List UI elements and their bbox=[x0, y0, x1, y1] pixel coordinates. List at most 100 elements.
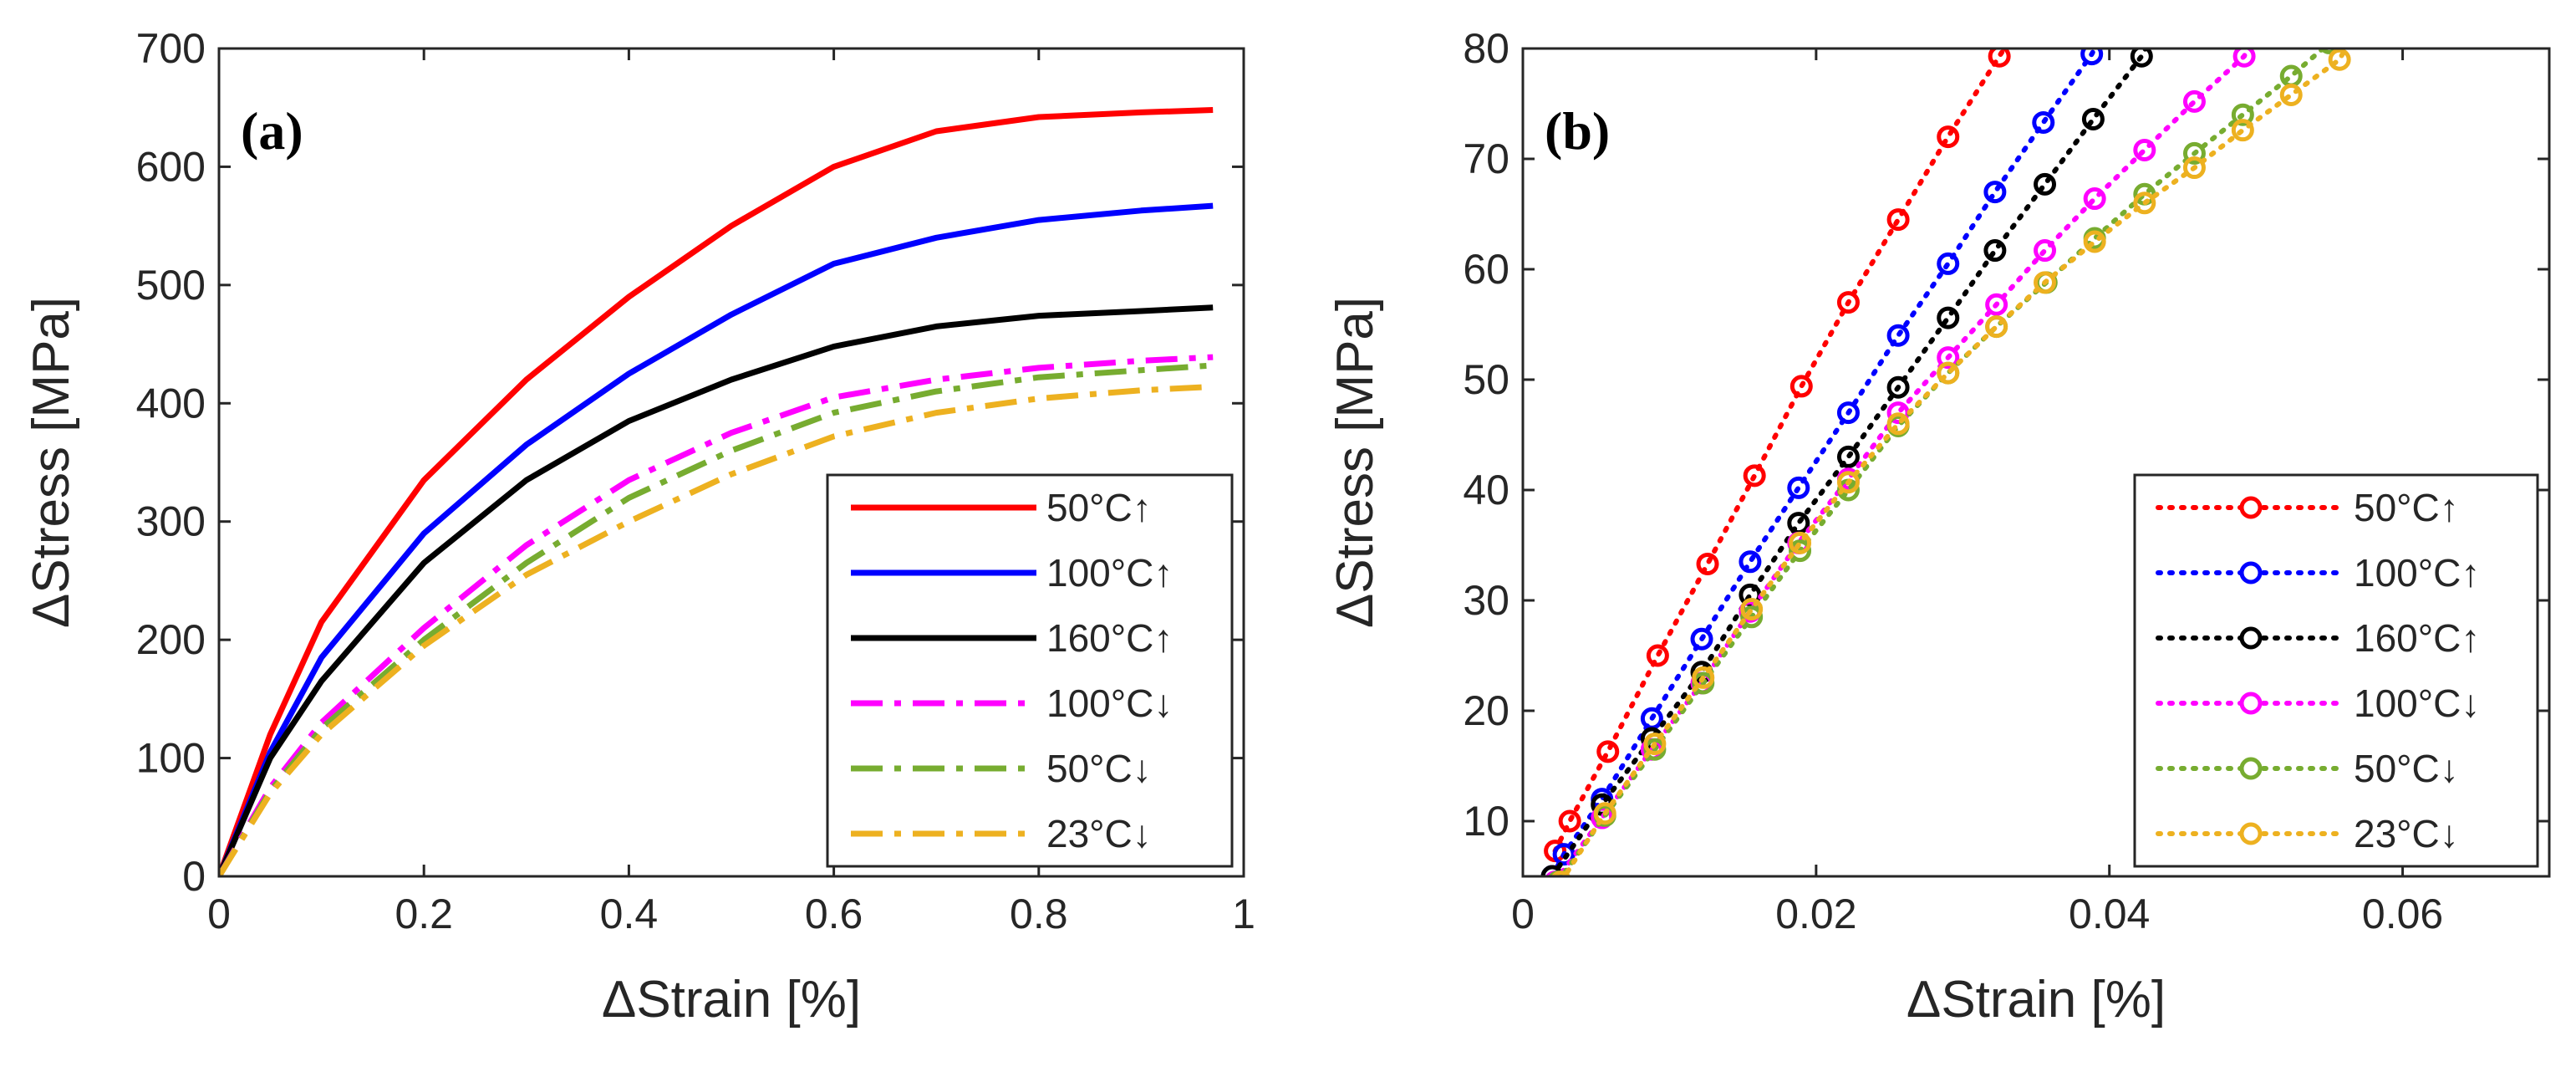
panel-b-y-axis-label: ΔStress [MPa] bbox=[1326, 297, 1384, 628]
panel-b-series-line-100c-up bbox=[1550, 48, 2098, 876]
panel-b-data-point-100c-down bbox=[2247, 18, 2265, 36]
panel-b-data-point-50c-up bbox=[2009, 18, 2028, 36]
panel-b-data-point-50c-up bbox=[1596, 740, 1620, 763]
panel-a-series-line-23c-down bbox=[219, 384, 1214, 876]
panel-b-legend-label-160c-up: 160°C↑ bbox=[2354, 616, 2480, 660]
panel-a-legend-label-160c-up: 160°C↑ bbox=[1046, 616, 1173, 660]
panel-b-data-point-100c-up bbox=[1836, 401, 1860, 425]
panel-b-data-point-23c-down bbox=[1550, 870, 1571, 876]
panel-a-y-tick-label: 600 bbox=[136, 143, 206, 190]
panel-b-data-point-100c-up bbox=[1983, 181, 2007, 204]
panel-b-data-point-160c-up bbox=[1540, 865, 1564, 876]
panel-b-y-tick-label: 60 bbox=[1463, 246, 1509, 293]
panel-b-x-tick-label: 0 bbox=[1511, 891, 1535, 937]
panel-a-series-line-100c-up bbox=[219, 202, 1214, 876]
panel-b-data-point-50c-down bbox=[2182, 141, 2206, 165]
panel-b-y-tick-label: 10 bbox=[1463, 798, 1509, 845]
panel-a-x-tick-label: 0.6 bbox=[805, 891, 863, 937]
panel-a-y-tick-label: 200 bbox=[136, 616, 206, 663]
panel-b-data-point-23c-down bbox=[2279, 83, 2303, 106]
panel-b-data-point-23c-down bbox=[1593, 802, 1616, 825]
panel-b-x-tick-label: 0.02 bbox=[1775, 891, 1856, 937]
panel-b-data-point-100c-up bbox=[1552, 843, 1576, 866]
panel-b-legend-marker-50c-up bbox=[2239, 496, 2263, 519]
panel-a-series-line-50c-down bbox=[219, 362, 1214, 876]
panel-b-data-point-100c-up bbox=[1690, 627, 1713, 651]
panel-b-ticks: 0 0.02 0.04 0.06 10 20 30 40 50 60 70 80 bbox=[1463, 25, 2549, 937]
panel-b-legend-label-23c-down: 23°C↓ bbox=[2354, 812, 2459, 855]
panel-a-axes-frame bbox=[217, 47, 1245, 878]
panel-b-data-point-23c-down bbox=[1937, 361, 1960, 385]
panel-b-data-point-100c-up bbox=[1739, 550, 1762, 574]
panel-b-legend-label-100c-down: 100°C↓ bbox=[2354, 681, 2480, 725]
panel-b-data-point-23c-down bbox=[1643, 733, 1667, 756]
panel-b-data-point-100c-up bbox=[1937, 252, 1960, 275]
panel-b-data-point-100c-up bbox=[2032, 110, 2055, 134]
panel-b-data-point-50c-up bbox=[1696, 552, 1719, 575]
panel-b-data-point-50c-down bbox=[2231, 103, 2254, 126]
panel-b-data-point-160c-up bbox=[2081, 107, 2105, 130]
panel-b-legend-label-50c-down: 50°C↓ bbox=[2354, 747, 2459, 790]
panel-b-legend-marker-50c-down bbox=[2239, 757, 2263, 780]
panel-a-y-axis-label: ΔStress [MPa] bbox=[23, 297, 80, 628]
panel-a-series-line-160c-up bbox=[219, 304, 1214, 876]
panel-b-data-point-50c-down bbox=[1789, 539, 1812, 563]
panel-a-y-tick-label: 300 bbox=[136, 498, 206, 545]
panel-a-legend: 50°C↑ 100°C↑ 160°C↑ 100°C↓ 50°C↓ 23°C↓ bbox=[826, 473, 1234, 868]
panel-b-data-point-23c-down bbox=[2083, 230, 2106, 253]
panel-b-y-tick-label: 20 bbox=[1463, 687, 1509, 734]
panel-b-legend-box bbox=[2133, 473, 2539, 868]
panel-b-y-tick-label: 40 bbox=[1463, 467, 1509, 513]
panel-b-series-line-50c-down bbox=[1559, 48, 2327, 876]
panel-b-legend-label-50c-up: 50°C↑ bbox=[2354, 486, 2459, 529]
panel-a-legend-label-23c-down: 23°C↓ bbox=[1046, 812, 1152, 855]
panel-a-series-line-100c-down bbox=[219, 354, 1214, 876]
panel-a-series bbox=[219, 107, 1214, 876]
panel-b: 0 0.02 0.04 0.06 10 20 30 40 50 60 70 80 (b) ΔStrai… bbox=[1326, 18, 2551, 1029]
panel-b-legend-marker-100c-down bbox=[2239, 692, 2263, 715]
panel-b-data-point-50c-up bbox=[1646, 644, 1669, 667]
panel-a-legend-label-100c-up: 100°C↑ bbox=[1046, 551, 1173, 595]
panel-a-y-tick-label: 100 bbox=[136, 735, 206, 782]
panel-b-data-point-100c-down bbox=[2182, 89, 2206, 113]
panel-b-data-point-23c-down bbox=[2034, 271, 2057, 294]
panel-b-data-point-23c-down bbox=[1740, 598, 1764, 621]
panel-b-data-point-160c-up bbox=[1836, 445, 1860, 468]
panel-b-data-point-50c-up bbox=[1743, 464, 1766, 488]
panel-b-data-point-50c-down bbox=[2319, 48, 2339, 54]
panel-b-data-point-100c-up bbox=[1787, 476, 1810, 499]
panel-b-data-point-50c-up bbox=[1789, 375, 1813, 398]
panel-b-data-point-23c-down bbox=[2133, 191, 2156, 215]
panel-b-series-line-100c-down bbox=[1555, 48, 2250, 876]
panel-a-legend-box bbox=[826, 473, 1234, 868]
panel-b-legend-marker-160c-up bbox=[2239, 626, 2263, 650]
panel-a-ticks: 0 0.2 0.4 0.6 0.8 1 0 100 200 300 400 500 600 700 bbox=[136, 25, 1255, 937]
panel-a-x-axis-label: ΔStrain [%] bbox=[602, 971, 861, 1029]
panel-a-legend-label-100c-down: 100°C↓ bbox=[1046, 681, 1173, 725]
panel-b-data-point-160c-up bbox=[2130, 48, 2153, 68]
panel-b-series-line-50c-up bbox=[1552, 48, 2008, 854]
panel-b-x-tick-label: 0.06 bbox=[2362, 891, 2443, 937]
panel-b-data-point-100c-up bbox=[2080, 48, 2104, 66]
panel-b-data-point-100c-down bbox=[2133, 138, 2156, 161]
panel-b-data-point-160c-up bbox=[1983, 239, 2007, 263]
panel-b-data-point-100c-down bbox=[1985, 293, 2008, 316]
panel-b-data-point-23c-down bbox=[1886, 412, 1910, 436]
panel-b-data-point-100c-up bbox=[1886, 324, 1910, 347]
panel-b-legend: 50°C↑ 100°C↑ 160°C↑ 100°C↓ 50°C↓ 23°C↓ bbox=[2133, 473, 2539, 868]
panel-b-data-point-50c-up bbox=[1988, 48, 2011, 68]
panel-b-data-point-50c-down bbox=[1740, 605, 1764, 629]
panel-a-y-tick-label: 400 bbox=[136, 380, 206, 426]
panel-b-data-point-50c-up bbox=[1886, 208, 1910, 232]
panel-b-data-point-50c-up bbox=[1937, 125, 1960, 149]
panel-b-x-tick-label: 0.04 bbox=[2069, 891, 2150, 937]
panel-b-legend-marker-23c-down bbox=[2239, 822, 2263, 845]
panel-b-data-point-100c-down bbox=[2034, 239, 2057, 263]
panel-a-series-line-50c-up bbox=[219, 107, 1214, 876]
panel-b-data-point-100c-down bbox=[2232, 48, 2256, 68]
panel-a-x-tick-label: 0.4 bbox=[600, 891, 659, 937]
panel-b-y-tick-label: 70 bbox=[1463, 135, 1509, 182]
panel-a-x-tick-label: 0.8 bbox=[1010, 891, 1068, 937]
panel-a-y-tick-label: 0 bbox=[182, 853, 206, 900]
